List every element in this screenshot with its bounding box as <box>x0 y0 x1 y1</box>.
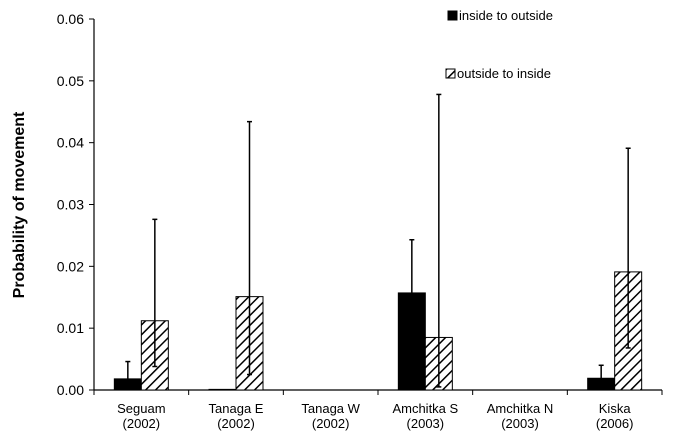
y-tick-label: 0.03 <box>57 197 84 213</box>
legend: inside to outside outside to inside <box>445 8 553 81</box>
x-axis: Seguam (2002) Tanaga E (2002) Tanaga W (2002)… <box>93 389 663 431</box>
legend-label-outside-to-inside: outside to inside <box>457 66 551 81</box>
error-bars <box>125 93 631 388</box>
bar-inside-to-outside <box>113 378 142 391</box>
x-category-label: Tanaga W (2002) <box>301 401 360 431</box>
bar-inside-to-outside <box>397 292 426 391</box>
x-category-label: Amchitka N (2003) <box>487 401 553 431</box>
x-category-label: Seguam (2002) <box>117 401 165 431</box>
legend-swatch-solid <box>447 10 458 21</box>
legend-item-outside-to-inside: outside to inside <box>445 66 551 81</box>
legend-swatch-hatched <box>445 68 456 79</box>
y-tick-label: 0.02 <box>57 258 84 274</box>
bar-inside-to-outside <box>587 377 616 391</box>
bars <box>113 271 643 391</box>
y-tick-label: 0.01 <box>57 320 84 336</box>
x-category-label: Kiska (2006) <box>596 401 634 431</box>
y-tick-label: 0.00 <box>57 382 84 398</box>
x-category-label: Amchitka S (2003) <box>392 401 458 431</box>
y-tick-label: 0.05 <box>57 73 84 89</box>
y-axis-title: Probability of movement <box>11 111 28 298</box>
y-tick-label: 0.04 <box>57 135 84 151</box>
bar-inside-to-outside <box>208 388 237 391</box>
x-category-label: Tanaga E (2002) <box>209 401 264 431</box>
legend-item-inside-to-outside: inside to outside <box>447 8 553 23</box>
y-axis: 0.00 0.01 0.02 0.03 0.04 0.05 0.06 <box>57 11 95 398</box>
legend-label-inside-to-outside: inside to outside <box>459 8 553 23</box>
y-tick-label: 0.06 <box>57 11 84 27</box>
